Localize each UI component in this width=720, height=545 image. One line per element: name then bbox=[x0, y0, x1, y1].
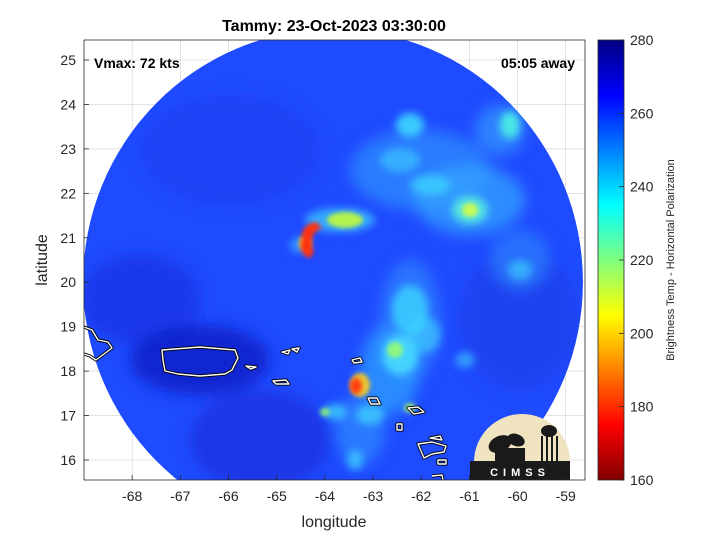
vmax-label: Vmax: 72 kts bbox=[94, 55, 180, 71]
y-tick-label: 24 bbox=[60, 96, 76, 112]
colorbar-tick-label: 260 bbox=[630, 105, 654, 121]
warm-core-regions bbox=[299, 203, 478, 416]
cimss-logo: CIMSS bbox=[470, 414, 570, 480]
plot-area: CIMSS -68 -67 -66 -65 -64 -63 -62 -61 -60 -59 161… bbox=[60, 39, 586, 504]
colorbar-label: Brightness Temp - Horizontal Polarizatio… bbox=[665, 159, 677, 361]
logo-text: CIMSS bbox=[490, 467, 550, 479]
logo-satellite-dish-icon bbox=[488, 433, 525, 461]
cold-background-patches bbox=[84, 95, 580, 480]
y-tick-label: 19 bbox=[60, 319, 76, 335]
x-axis: -68 -67 -66 -65 -64 -63 -62 -61 -60 -59 bbox=[122, 475, 576, 504]
colorbar-ticks: 160 180 200 220 240 260 280 bbox=[619, 32, 654, 488]
x-tick-label: -66 bbox=[218, 488, 238, 504]
colorbar-tick-label: 160 bbox=[630, 472, 654, 488]
y-tick-label: 23 bbox=[60, 141, 76, 157]
y-tick-label: 21 bbox=[60, 230, 76, 246]
colorbar-tick-label: 200 bbox=[630, 325, 654, 341]
y-tick-label: 18 bbox=[60, 363, 76, 379]
logo-banner bbox=[470, 461, 570, 480]
eyewall-core bbox=[300, 222, 362, 394]
colorbar-tick-label: 220 bbox=[630, 252, 654, 268]
plot-frame bbox=[83, 39, 586, 481]
y-tick-label: 22 bbox=[60, 185, 76, 201]
x-tick-label: -59 bbox=[556, 488, 576, 504]
y-tick-label: 16 bbox=[60, 452, 76, 468]
x-tick-label: -63 bbox=[363, 488, 383, 504]
y-tick-label: 25 bbox=[60, 52, 76, 68]
microwave-swath bbox=[84, 40, 583, 480]
cyan-bands bbox=[290, 111, 532, 470]
x-tick-label: -68 bbox=[122, 488, 142, 504]
chart-title: Tammy: 23-Oct-2023 03:30:00 bbox=[222, 18, 446, 35]
y-axis-label: latitude bbox=[34, 234, 51, 286]
x-tick-label: -64 bbox=[315, 488, 335, 504]
x-tick-label: -65 bbox=[267, 488, 287, 504]
x-tick-label: -67 bbox=[170, 488, 190, 504]
x-tick-label: -60 bbox=[507, 488, 527, 504]
y-tick-label: 20 bbox=[60, 274, 76, 290]
y-axis: 16 17 18 19 20 21 22 23 24 25 bbox=[60, 52, 89, 468]
logo-water-tower-icon bbox=[541, 425, 558, 461]
time-away-label: 05:05 away bbox=[501, 55, 575, 71]
colorbar-tick-label: 180 bbox=[630, 399, 654, 415]
colorbar-tick-label: 240 bbox=[630, 179, 654, 195]
colorbar: 160 180 200 220 240 260 280 Brightness Temp - … bbox=[597, 32, 677, 488]
coastlines-highlight bbox=[84, 326, 447, 480]
y-tick-label: 17 bbox=[60, 408, 76, 424]
x-axis-label: longitude bbox=[302, 514, 367, 531]
x-tick-label: -61 bbox=[459, 488, 479, 504]
colorbar-tick-label: 280 bbox=[630, 32, 654, 48]
x-tick-label: -62 bbox=[411, 488, 431, 504]
